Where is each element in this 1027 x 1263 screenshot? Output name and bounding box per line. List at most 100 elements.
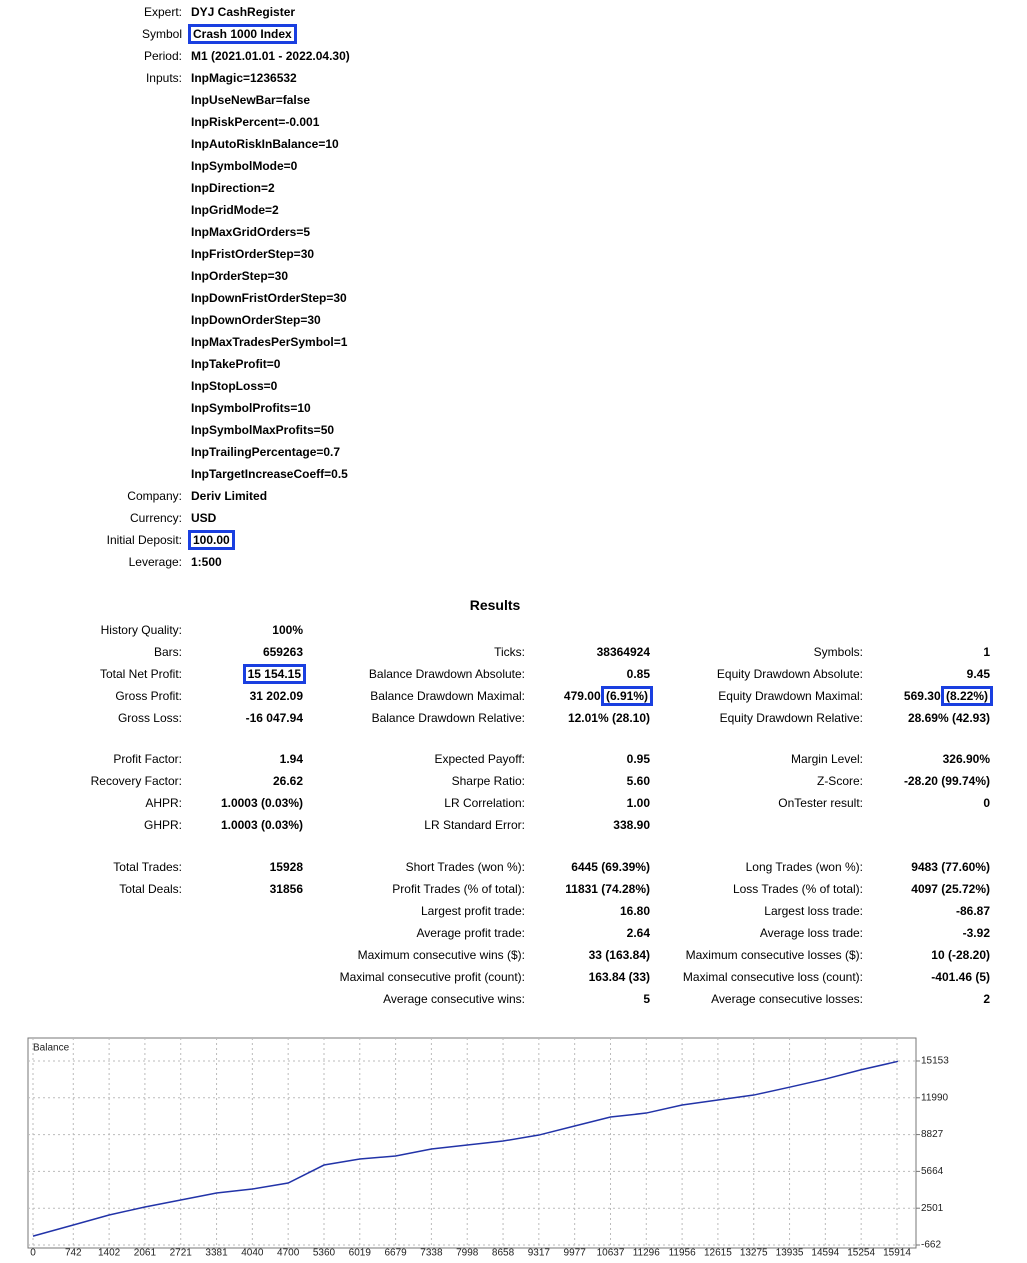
value-text: 31856 bbox=[269, 882, 303, 896]
result-value: 2 bbox=[983, 991, 990, 1007]
field-label: Period: bbox=[143, 49, 182, 63]
value-text: 1.00 bbox=[626, 796, 650, 810]
result-label: Symbols: bbox=[813, 645, 863, 659]
result-value: 4097 (25.72%) bbox=[911, 881, 990, 897]
input-value: InpAutoRiskInBalance=10 bbox=[191, 137, 339, 151]
input-value: InpUseNewBar=false bbox=[191, 93, 311, 107]
value-text: 33 (163.84) bbox=[588, 948, 650, 962]
result-value: 38364924 bbox=[597, 644, 650, 660]
y-tick-label: 2501 bbox=[921, 1203, 944, 1214]
value-text: 2.64 bbox=[626, 926, 650, 940]
value-text: 9.45 bbox=[966, 667, 990, 681]
result-value: -3.92 bbox=[963, 925, 990, 941]
result-value: 9.45 bbox=[967, 666, 990, 682]
result-value: 16.80 bbox=[620, 903, 650, 919]
result-label: Average consecutive wins: bbox=[383, 992, 525, 1006]
result-label: Total Net Profit: bbox=[99, 667, 182, 681]
value-text: 659263 bbox=[262, 645, 303, 659]
x-tick-label: 2721 bbox=[170, 1248, 193, 1259]
result-value: 12.01% (28.10) bbox=[568, 710, 650, 726]
result-label: Average loss trade: bbox=[759, 926, 863, 940]
value-text: -28.20 (99.74%) bbox=[903, 774, 990, 788]
field-value: Crash 1000 Index bbox=[188, 24, 297, 44]
x-tick-label: 9317 bbox=[528, 1248, 551, 1259]
field-label: Inputs: bbox=[145, 71, 182, 85]
value-text: DYJ CashRegister bbox=[191, 5, 296, 19]
result-label: Short Trades (won %): bbox=[405, 860, 525, 874]
value-text: 100% bbox=[272, 623, 303, 637]
value-text: Deriv Limited bbox=[191, 489, 268, 503]
x-tick-label: 11956 bbox=[669, 1248, 697, 1259]
value-text: -86.87 bbox=[955, 904, 990, 918]
x-tick-label: 4700 bbox=[277, 1248, 300, 1259]
value-text: -401.46 (5) bbox=[931, 970, 990, 984]
field-value: Deriv Limited bbox=[191, 488, 267, 504]
value-text: 1:500 bbox=[191, 555, 222, 569]
x-tick-label: 15914 bbox=[883, 1248, 911, 1259]
input-value: InpDownFristOrderStep=30 bbox=[191, 291, 347, 305]
x-tick-label: 10637 bbox=[597, 1248, 625, 1259]
result-value: 1.00 bbox=[627, 795, 650, 811]
result-value: 1.0003 (0.03%) bbox=[221, 817, 303, 833]
result-value: 15 154.15 bbox=[242, 664, 307, 684]
result-label: Maximal consecutive loss (count): bbox=[682, 970, 863, 984]
result-label: History Quality: bbox=[100, 623, 182, 637]
result-label: Gross Loss: bbox=[117, 711, 182, 725]
result-value: 163.84 (33) bbox=[589, 969, 650, 985]
result-value: 338.90 bbox=[613, 817, 650, 833]
result-label: Sharpe Ratio: bbox=[451, 774, 525, 788]
value-text: USD bbox=[191, 511, 217, 525]
input-value: InpTrailingPercentage=0.7 bbox=[191, 445, 341, 459]
x-tick-label: 9977 bbox=[564, 1248, 587, 1259]
x-tick-label: 15254 bbox=[847, 1248, 875, 1259]
x-tick-label: 14594 bbox=[811, 1248, 839, 1259]
result-value: 9483 (77.60%) bbox=[911, 859, 990, 875]
value-text: 1 bbox=[983, 645, 990, 659]
result-value: 28.69% (42.93) bbox=[908, 710, 990, 726]
result-label: AHPR: bbox=[145, 796, 182, 810]
result-value: 100% bbox=[272, 622, 303, 638]
input-value: InpTargetIncreaseCoeff=0.5 bbox=[191, 467, 348, 481]
result-value: 15928 bbox=[270, 859, 303, 875]
input-value: InpStopLoss=0 bbox=[191, 379, 278, 393]
value-note: (8.22%) bbox=[940, 686, 994, 706]
result-value: 0 bbox=[983, 795, 990, 811]
result-value: 5.60 bbox=[627, 773, 650, 789]
result-label: Equity Drawdown Absolute: bbox=[716, 667, 863, 681]
value-text: 10 (-28.20) bbox=[931, 948, 990, 962]
result-value: 31856 bbox=[270, 881, 303, 897]
result-label: Margin Level: bbox=[790, 752, 863, 766]
result-value: 0.85 bbox=[627, 666, 650, 682]
value-text: 16.80 bbox=[619, 904, 650, 918]
x-tick-label: 1402 bbox=[98, 1248, 121, 1259]
x-tick-label: 6679 bbox=[384, 1248, 407, 1259]
result-value: 5 bbox=[643, 991, 650, 1007]
result-value: 1 bbox=[983, 644, 990, 660]
result-label: Z-Score: bbox=[816, 774, 863, 788]
result-label: Maximum consecutive wins ($): bbox=[357, 948, 525, 962]
result-value: 1.94 bbox=[280, 751, 303, 767]
result-value: 33 (163.84) bbox=[589, 947, 650, 963]
x-tick-label: 0 bbox=[30, 1248, 36, 1259]
result-label: LR Standard Error: bbox=[424, 818, 525, 832]
plot-frame bbox=[27, 1037, 917, 1249]
x-tick-label: 3381 bbox=[205, 1248, 228, 1259]
value-text: 6445 (69.39%) bbox=[571, 860, 650, 874]
input-value: InpMaxGridOrders=5 bbox=[191, 225, 311, 239]
value-text: 15 154.15 bbox=[242, 664, 307, 684]
result-value: -16 047.94 bbox=[246, 710, 303, 726]
result-label: Average consecutive losses: bbox=[711, 992, 863, 1006]
value-text: M1 (2021.01.01 - 2022.04.30) bbox=[191, 49, 350, 63]
value-text: 15928 bbox=[269, 860, 303, 874]
balance-line bbox=[32, 1060, 899, 1237]
value-text: Crash 1000 Index bbox=[188, 24, 297, 44]
result-value: 26.62 bbox=[273, 773, 303, 789]
field-value: M1 (2021.01.01 - 2022.04.30) bbox=[191, 48, 350, 64]
result-label: Largest loss trade: bbox=[764, 904, 863, 918]
x-tick-label: 6019 bbox=[349, 1248, 372, 1259]
result-label: LR Correlation: bbox=[444, 796, 525, 810]
y-tick-label: 8827 bbox=[921, 1129, 944, 1140]
input-value: InpOrderStep=30 bbox=[191, 269, 289, 283]
result-label: Total Deals: bbox=[119, 882, 182, 896]
result-value: 6445 (69.39%) bbox=[571, 859, 650, 875]
